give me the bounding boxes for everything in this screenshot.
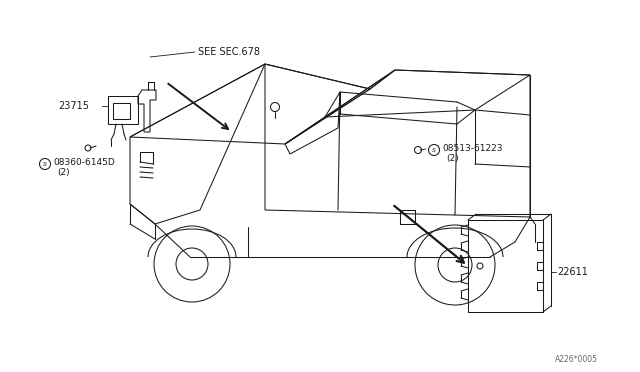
Text: 08360-6145D: 08360-6145D <box>53 157 115 167</box>
Text: S: S <box>432 148 436 153</box>
Text: (2): (2) <box>446 154 459 163</box>
Text: (2): (2) <box>57 167 70 176</box>
Text: A226*0005: A226*0005 <box>555 355 598 364</box>
Text: 23715: 23715 <box>58 101 89 111</box>
Text: S: S <box>43 161 47 167</box>
Text: 08513-61223: 08513-61223 <box>442 144 502 153</box>
Text: SEE SEC.678: SEE SEC.678 <box>198 47 260 57</box>
Text: 22611: 22611 <box>557 267 588 277</box>
